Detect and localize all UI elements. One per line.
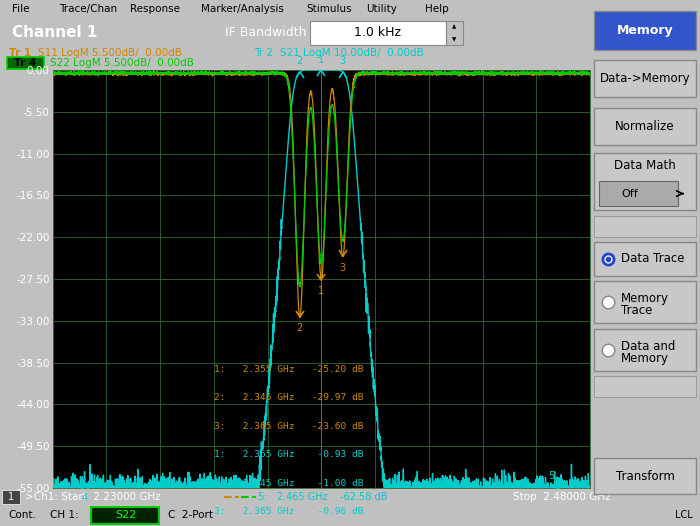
FancyBboxPatch shape xyxy=(594,153,696,210)
Text: Normalize: Normalize xyxy=(615,120,675,133)
Text: File: File xyxy=(12,4,29,14)
Text: Data and: Data and xyxy=(621,340,676,352)
FancyBboxPatch shape xyxy=(594,329,696,371)
Text: Trace: Trace xyxy=(621,304,652,317)
Text: Tr 2: Tr 2 xyxy=(253,48,273,58)
Text: 1:   2.355 GHz    -0.93 dB: 1: 2.355 GHz -0.93 dB xyxy=(214,450,363,459)
Text: Memory: Memory xyxy=(617,24,673,37)
FancyBboxPatch shape xyxy=(594,458,696,494)
FancyBboxPatch shape xyxy=(92,507,160,524)
Text: S11 LogM 5.500dB/  0.00dB: S11 LogM 5.500dB/ 0.00dB xyxy=(38,48,182,58)
FancyBboxPatch shape xyxy=(594,11,696,50)
Text: ▲: ▲ xyxy=(452,24,456,29)
Text: S22 LogM 5.500dB/  0.00dB: S22 LogM 5.500dB/ 0.00dB xyxy=(50,58,194,68)
FancyBboxPatch shape xyxy=(2,490,20,504)
Text: 3:   2.365 GHz    -0.96 dB: 3: 2.365 GHz -0.96 dB xyxy=(214,507,363,516)
Text: ▼: ▼ xyxy=(452,37,456,42)
Text: Data Trace: Data Trace xyxy=(621,252,685,265)
Text: Help: Help xyxy=(425,4,449,14)
Text: C  2-Port: C 2-Port xyxy=(168,510,214,520)
FancyBboxPatch shape xyxy=(445,21,463,45)
Text: 1: 1 xyxy=(318,286,324,296)
Text: Stimulus: Stimulus xyxy=(307,4,353,14)
Text: S22: S22 xyxy=(115,510,136,520)
Text: Tr 1: Tr 1 xyxy=(9,48,31,58)
Text: 1:   2.355 GHz   -25.20 dB: 1: 2.355 GHz -25.20 dB xyxy=(214,365,363,374)
Text: Data->Memory: Data->Memory xyxy=(600,73,690,85)
FancyBboxPatch shape xyxy=(594,108,696,145)
Text: Trace/Chan: Trace/Chan xyxy=(59,4,117,14)
Text: 5:   2.465 GHz    -62.58 dB: 5: 2.465 GHz -62.58 dB xyxy=(258,492,387,502)
Text: 2:   2.345 GHz   -29.97 dB: 2: 2.345 GHz -29.97 dB xyxy=(214,393,363,402)
Text: Memory: Memory xyxy=(621,352,669,365)
Text: Off: Off xyxy=(622,188,638,199)
Text: Response: Response xyxy=(130,4,180,14)
FancyBboxPatch shape xyxy=(594,216,696,237)
FancyBboxPatch shape xyxy=(599,181,678,206)
Text: S21 LogM 10.00dB/  0.00dB: S21 LogM 10.00dB/ 0.00dB xyxy=(280,48,424,58)
Text: Channel 1: Channel 1 xyxy=(12,25,97,41)
Text: Cont.: Cont. xyxy=(9,510,36,520)
FancyBboxPatch shape xyxy=(7,57,43,69)
Text: 2: 2 xyxy=(297,323,303,333)
Text: 4: 4 xyxy=(82,493,88,503)
FancyBboxPatch shape xyxy=(594,242,696,276)
Text: >Ch1: Start  2.23000 GHz: >Ch1: Start 2.23000 GHz xyxy=(25,492,160,502)
Text: Data Math: Data Math xyxy=(614,159,676,172)
Text: 3: 3 xyxy=(340,262,346,272)
Text: 3: 3 xyxy=(340,56,346,66)
Text: CH 1:: CH 1: xyxy=(50,510,79,520)
Text: 1: 1 xyxy=(8,492,14,502)
FancyBboxPatch shape xyxy=(594,60,696,97)
FancyBboxPatch shape xyxy=(594,376,696,397)
Text: 3:   2.365 GHz   -23.60 dB: 3: 2.365 GHz -23.60 dB xyxy=(214,422,363,431)
Text: Memory: Memory xyxy=(621,292,669,305)
Text: Stop  2.48000 GHz: Stop 2.48000 GHz xyxy=(513,492,611,502)
Text: Utility: Utility xyxy=(366,4,397,14)
Text: 1: 1 xyxy=(318,55,324,65)
FancyBboxPatch shape xyxy=(594,281,696,323)
Text: LCL: LCL xyxy=(675,510,692,521)
Text: 5: 5 xyxy=(548,471,554,481)
Text: 2: 2 xyxy=(297,56,303,66)
Text: Tr 4: Tr 4 xyxy=(14,58,36,68)
Text: 2:   2.345 GHz    -1.00 dB: 2: 2.345 GHz -1.00 dB xyxy=(214,479,363,488)
Text: IF Bandwidth: IF Bandwidth xyxy=(225,26,307,39)
Text: Marker/Analysis: Marker/Analysis xyxy=(201,4,284,14)
Text: 1.0 kHz: 1.0 kHz xyxy=(354,26,401,39)
FancyBboxPatch shape xyxy=(310,21,445,45)
Text: Transform: Transform xyxy=(615,470,675,482)
